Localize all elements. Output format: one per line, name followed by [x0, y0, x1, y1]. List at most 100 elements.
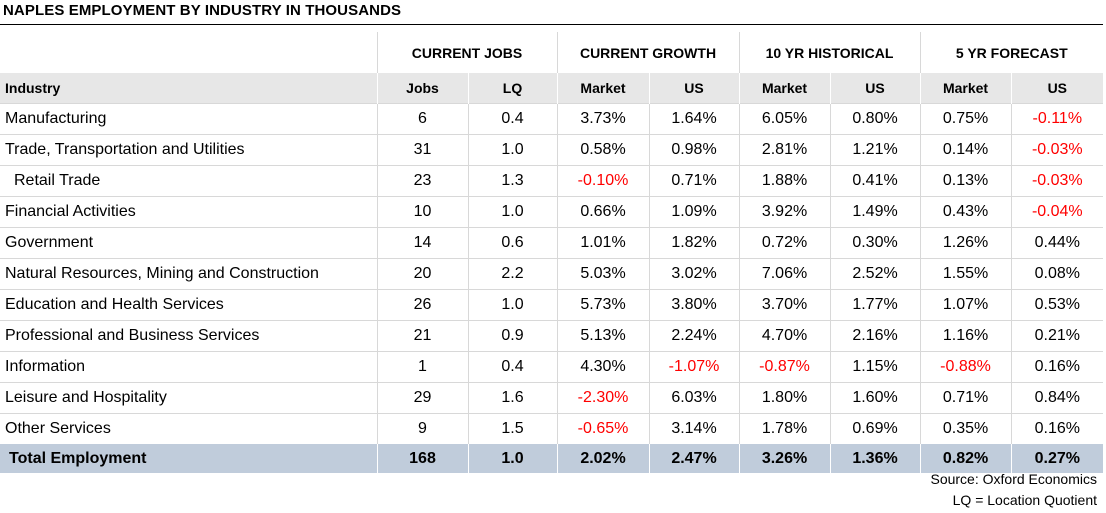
table-cell: 0.43% — [920, 196, 1012, 228]
table-cell: 1.78% — [739, 413, 831, 444]
column-header-historical-market: Market — [739, 73, 831, 104]
table-row: Manufacturing 6 0.4 3.73% 1.64% 6.05% 0.80% 0.7… — [0, 103, 1104, 135]
table-cell: 1.77% — [830, 289, 921, 321]
total-value: 1.0 — [468, 444, 558, 473]
table-cell: 0.41% — [830, 165, 921, 197]
table-cell: 6 — [377, 103, 469, 135]
table-cell: 6.05% — [739, 103, 831, 135]
table-cell: -0.88% — [920, 351, 1012, 383]
table-cell: -0.65% — [557, 413, 650, 444]
total-value: 0.27% — [1011, 444, 1104, 473]
table-cell: 1.07% — [920, 289, 1012, 321]
table-row: Leisure and Hospitality 29 1.6 -2.30% 6.03% 1… — [0, 382, 1104, 414]
table-cell: 14 — [377, 227, 469, 259]
table-cell: 1.15% — [830, 351, 921, 383]
table-cell: 0.75% — [920, 103, 1012, 135]
table-cell: -0.04% — [1011, 196, 1104, 228]
table-cell: 23 — [377, 165, 469, 197]
industry-name: Manufacturing — [0, 103, 378, 135]
group-header-row: CURRENT JOBS CURRENT GROWTH 10 YR HISTOR… — [0, 32, 1103, 73]
column-header-industry: Industry — [0, 73, 378, 104]
table-row: Information 1 0.4 4.30% -1.07% -0.87% 1.15% -0.… — [0, 351, 1104, 383]
column-header-row: Industry Jobs LQ Market US Market US Mar… — [0, 73, 1104, 104]
industry-name: Financial Activities — [0, 196, 378, 228]
industry-name: Education and Health Services — [0, 289, 378, 321]
table-cell: 5.03% — [557, 258, 650, 290]
table-cell: 9 — [377, 413, 469, 444]
table-row: Education and Health Services 26 1.0 5.73% 3… — [0, 289, 1104, 321]
table-cell: 7.06% — [739, 258, 831, 290]
column-header-historical-us: US — [830, 73, 921, 104]
table-cell: 0.53% — [1011, 289, 1104, 321]
group-header-blank — [0, 32, 378, 73]
table-cell: 1.82% — [649, 227, 740, 259]
table-cell: 2.24% — [649, 320, 740, 352]
table-cell: 0.98% — [649, 134, 740, 166]
table-cell: 1.0 — [468, 196, 558, 228]
table-cell: 0.84% — [1011, 382, 1104, 414]
table-cell: 0.9 — [468, 320, 558, 352]
table-cell: 3.92% — [739, 196, 831, 228]
total-value: 0.82% — [920, 444, 1012, 473]
table-cell: 1.55% — [920, 258, 1012, 290]
table-cell: 10 — [377, 196, 469, 228]
table-cell: 0.66% — [557, 196, 650, 228]
table-cell: 0.13% — [920, 165, 1012, 197]
total-value: 168 — [377, 444, 469, 473]
table-cell: 1.09% — [649, 196, 740, 228]
table-cell: 2.52% — [830, 258, 921, 290]
table-cell: 20 — [377, 258, 469, 290]
table-cell: 3.70% — [739, 289, 831, 321]
industry-name: Leisure and Hospitality — [0, 382, 378, 414]
group-header-5yr-forecast: 5 YR FORECAST — [955, 44, 1068, 61]
table-cell: 1.49% — [830, 196, 921, 228]
industry-name: Trade, Transportation and Utilities — [0, 134, 378, 166]
table-cell: 3.73% — [557, 103, 650, 135]
table-cell: 0.69% — [830, 413, 921, 444]
table-cell: 29 — [377, 382, 469, 414]
column-header-jobs: Jobs — [377, 73, 469, 104]
table-cell: 1.6 — [468, 382, 558, 414]
table-cell: 0.72% — [739, 227, 831, 259]
table-cell: 3.02% — [649, 258, 740, 290]
industry-name: Professional and Business Services — [0, 320, 378, 352]
table-row: Trade, Transportation and Utilities 31 1.0… — [0, 134, 1104, 166]
table-body: Manufacturing 6 0.4 3.73% 1.64% 6.05% 0.80% 0.7… — [0, 103, 1104, 444]
table-cell: -2.30% — [557, 382, 650, 414]
table-cell: 0.80% — [830, 103, 921, 135]
table-cell: 1.64% — [649, 103, 740, 135]
table-cell: -0.03% — [1011, 134, 1104, 166]
table-cell: 1.88% — [739, 165, 831, 197]
source-note: Source: Oxford Economics — [930, 471, 1097, 487]
table-cell: 21 — [377, 320, 469, 352]
group-header-current-growth: CURRENT GROWTH — [557, 32, 740, 73]
table-cell: 1.60% — [830, 382, 921, 414]
table-cell: -0.10% — [557, 165, 650, 197]
table-row: Professional and Business Services 21 0.9 5… — [0, 320, 1104, 352]
table-cell: 1.21% — [830, 134, 921, 166]
table-row: Financial Activities 10 1.0 0.66% 1.09% 3.92%… — [0, 196, 1104, 228]
employment-table: CURRENT JOBS CURRENT GROWTH 10 YR HISTOR… — [0, 32, 1104, 473]
total-value: 2.47% — [649, 444, 740, 473]
table-row: Natural Resources, Mining and Constructi… — [0, 258, 1104, 290]
table-cell: 1.01% — [557, 227, 650, 259]
table-cell: 0.71% — [649, 165, 740, 197]
table-cell: 5.13% — [557, 320, 650, 352]
table-cell: -0.87% — [739, 351, 831, 383]
table-cell: 2.2 — [468, 258, 558, 290]
group-header-current-jobs: CURRENT JOBS — [377, 32, 558, 73]
table-cell: 1.26% — [920, 227, 1012, 259]
table-cell: 0.16% — [1011, 413, 1104, 444]
table-cell: 2.81% — [739, 134, 831, 166]
table-cell: 0.16% — [1011, 351, 1104, 383]
table-cell: 0.30% — [830, 227, 921, 259]
table-cell: 0.35% — [920, 413, 1012, 444]
table-cell: 1.5 — [468, 413, 558, 444]
table-cell: -1.07% — [649, 351, 740, 383]
table-cell: 0.71% — [920, 382, 1012, 414]
table-cell: 0.14% — [920, 134, 1012, 166]
table-cell: 4.30% — [557, 351, 650, 383]
total-label: Total Employment — [0, 444, 378, 473]
total-row: Total Employment 168 1.0 2.02% 2.47% 3.2… — [0, 444, 1104, 473]
total-value: 2.02% — [557, 444, 650, 473]
